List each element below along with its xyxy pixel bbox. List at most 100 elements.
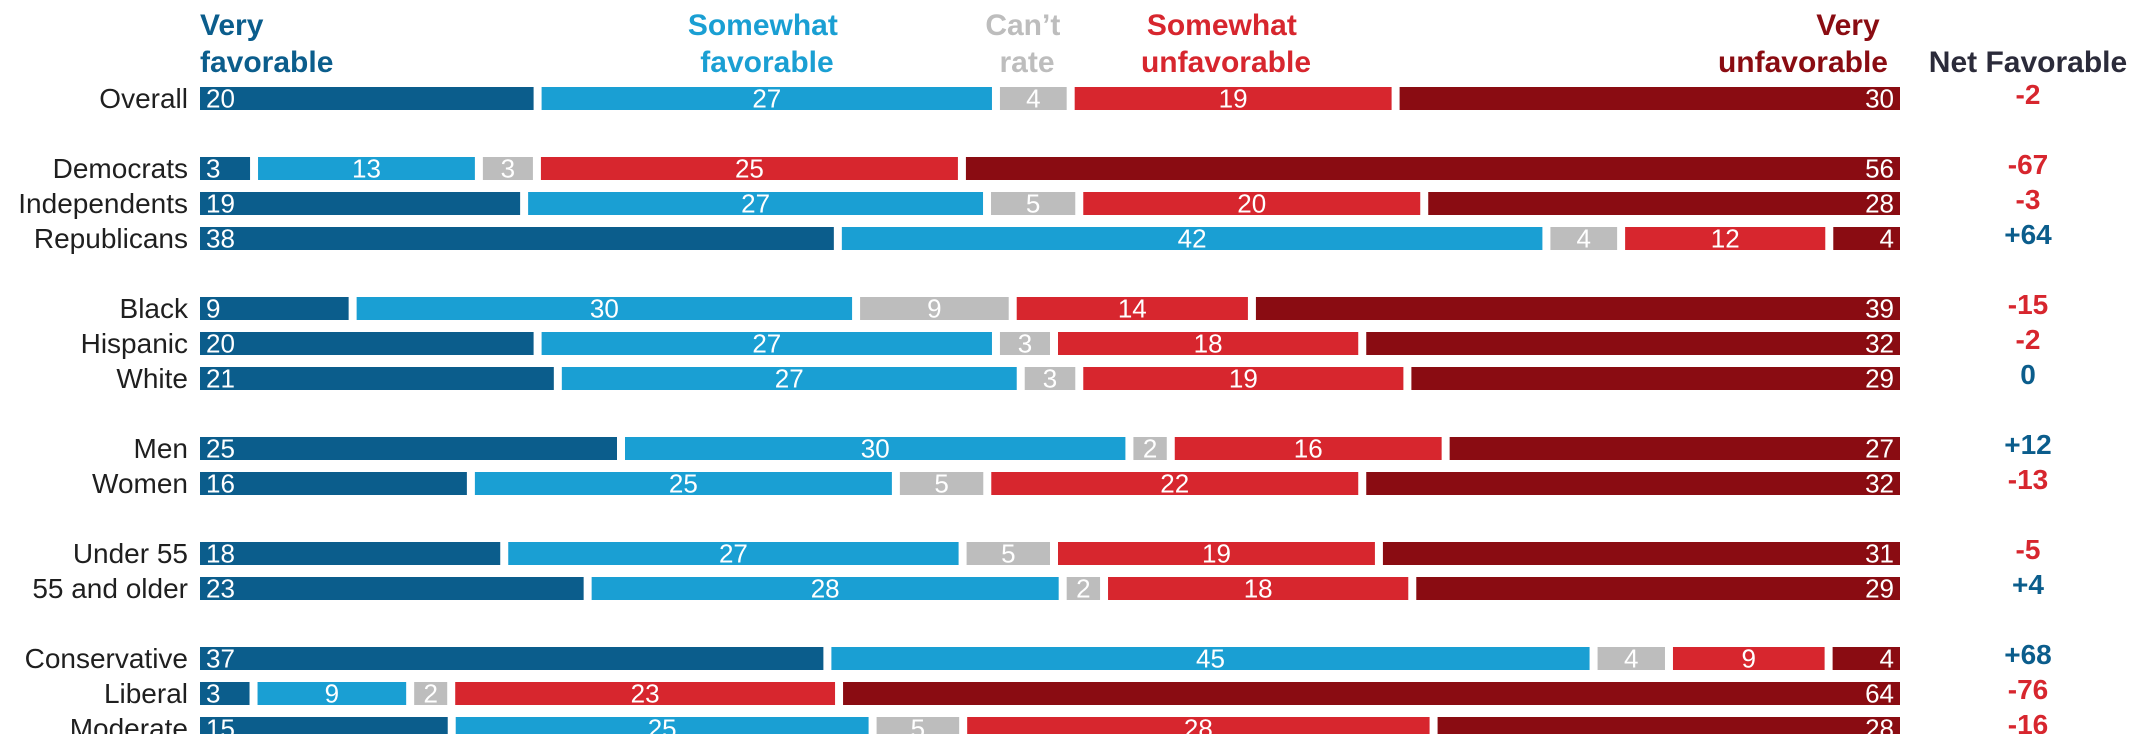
data-label-very-unfavorable: 32	[1865, 469, 1894, 499]
bar-segment-somewhat-favorable	[257, 682, 407, 705]
data-label-somewhat-unfavorable: 12	[1711, 224, 1740, 254]
bar-segment-cant-rate	[991, 192, 1076, 215]
data-label-cant-rate: 3	[1018, 329, 1032, 359]
bar-segment-somewhat-unfavorable	[540, 157, 958, 180]
data-label-somewhat-favorable: 45	[1196, 644, 1225, 674]
bar-segment-very-unfavorable	[1399, 87, 1900, 110]
data-label-very-favorable: 9	[206, 294, 220, 324]
data-label-somewhat-unfavorable: 20	[1237, 189, 1266, 219]
row-label: Conservative	[25, 643, 188, 674]
data-label-cant-rate: 3	[501, 154, 515, 184]
row-label: Women	[92, 468, 188, 499]
data-label-somewhat-favorable: 25	[648, 714, 677, 734]
bar-segment-very-favorable	[200, 192, 521, 215]
header-somewhat-unfavorable-line2: unfavorable	[1141, 46, 1311, 79]
data-label-somewhat-favorable: 42	[1178, 224, 1207, 254]
row-label: 55 and older	[32, 573, 188, 604]
header-very-unfavorable: Very unfavorable	[1718, 9, 1888, 79]
bar-row: Conservative 37 45 4 9 4 +68	[25, 639, 2052, 674]
net-favorable-value: -3	[2016, 184, 2041, 215]
net-favorable-value: -2	[2016, 324, 2041, 355]
bar-row: Men 25 30 2 16 27 +12	[134, 429, 2052, 464]
header-net-favorable: Net Favorable	[1929, 46, 2127, 79]
data-label-cant-rate: 5	[1001, 539, 1015, 569]
bar-segment-very-favorable	[200, 717, 448, 734]
net-favorable-value: 0	[2020, 359, 2036, 390]
bar-segment-somewhat-favorable	[561, 367, 1017, 390]
data-label-cant-rate: 5	[1026, 189, 1040, 219]
bar-segment-somewhat-unfavorable	[1083, 192, 1421, 215]
data-label-somewhat-favorable: 27	[741, 189, 770, 219]
net-favorable-value: +64	[2004, 219, 2052, 250]
bar-segment-cant-rate	[1597, 647, 1665, 670]
data-label-somewhat-favorable: 9	[325, 679, 339, 709]
data-label-very-unfavorable: 64	[1865, 679, 1894, 709]
bar-segment-very-favorable	[200, 157, 251, 180]
bar-segment-somewhat-favorable	[528, 192, 984, 215]
header-very-favorable-line1: Very	[200, 9, 264, 42]
bar-segment-somewhat-favorable	[474, 472, 892, 495]
data-label-very-favorable: 38	[206, 224, 235, 254]
data-label-cant-rate: 4	[1577, 224, 1591, 254]
bar-segment-somewhat-favorable	[258, 157, 475, 180]
data-label-somewhat-favorable: 27	[719, 539, 748, 569]
bar-segment-very-unfavorable	[1366, 472, 1900, 495]
bar-segment-very-favorable	[200, 647, 824, 670]
data-label-very-favorable: 18	[206, 539, 235, 569]
bar-segment-very-favorable	[200, 367, 554, 390]
data-label-cant-rate: 5	[934, 469, 948, 499]
bar-segment-somewhat-unfavorable	[1672, 647, 1825, 670]
data-label-very-unfavorable: 29	[1865, 574, 1894, 604]
bar-row: Women 16 25 5 22 32 -13	[92, 464, 2048, 499]
data-label-somewhat-unfavorable: 28	[1184, 714, 1213, 734]
data-label-cant-rate: 3	[1043, 364, 1057, 394]
header-somewhat-favorable: Somewhat favorable	[688, 9, 846, 79]
bar-row: Republicans 38 42 4 12 4 +64	[34, 219, 2052, 254]
bar-row: Hispanic 20 27 3 18 32 -2	[81, 324, 2041, 359]
row-label: Moderate	[70, 713, 188, 734]
data-label-somewhat-unfavorable: 19	[1202, 539, 1231, 569]
column-headers: Very favorable Somewhat favorable Can’t …	[200, 9, 2127, 79]
data-label-somewhat-unfavorable: 16	[1294, 434, 1323, 464]
row-label: Overall	[99, 83, 188, 114]
data-label-very-unfavorable: 4	[1880, 224, 1894, 254]
data-label-very-favorable: 20	[206, 84, 235, 114]
bar-segment-cant-rate	[1133, 437, 1167, 460]
data-label-very-favorable: 15	[206, 714, 235, 734]
header-cant-rate: Can’t rate	[985, 9, 1068, 79]
bar-segment-somewhat-favorable	[541, 332, 992, 355]
data-label-cant-rate: 2	[1143, 434, 1157, 464]
row-label: Under 55	[73, 538, 188, 569]
bar-row: Independents 19 27 5 20 28 -3	[18, 184, 2040, 219]
header-very-favorable-line2: favorable	[200, 46, 333, 79]
data-label-very-favorable: 37	[206, 644, 235, 674]
net-favorable-value: -5	[2016, 534, 2041, 565]
bar-segment-very-favorable	[200, 332, 534, 355]
data-label-somewhat-favorable: 25	[669, 469, 698, 499]
data-label-somewhat-favorable: 27	[752, 329, 781, 359]
data-label-very-unfavorable: 4	[1880, 644, 1894, 674]
bar-segment-cant-rate	[1066, 577, 1101, 600]
bar-segment-very-unfavorable	[1366, 332, 1900, 355]
data-label-very-favorable: 21	[206, 364, 235, 394]
data-label-very-favorable: 3	[206, 679, 220, 709]
net-favorable-value: -16	[2008, 709, 2048, 734]
bar-segment-somewhat-unfavorable	[991, 472, 1359, 495]
bar-segment-very-unfavorable	[1416, 577, 1900, 600]
net-favorable-value: +4	[2012, 569, 2044, 600]
bar-row: Overall 20 27 4 19 30 -2	[99, 79, 2040, 114]
net-favorable-value: +68	[2004, 639, 2052, 670]
data-label-somewhat-unfavorable: 19	[1219, 84, 1248, 114]
data-label-very-unfavorable: 31	[1865, 539, 1894, 569]
bar-segment-somewhat-favorable	[455, 717, 869, 734]
bar-segment-somewhat-unfavorable	[1058, 332, 1359, 355]
bar-segment-somewhat-favorable	[541, 87, 992, 110]
data-label-very-favorable: 25	[206, 434, 235, 464]
bar-segment-somewhat-unfavorable	[1083, 367, 1404, 390]
bar-segment-very-unfavorable	[1382, 542, 1900, 565]
row-label: Hispanic	[81, 328, 188, 359]
bar-segment-somewhat-favorable	[356, 297, 853, 320]
data-label-very-favorable: 20	[206, 329, 235, 359]
bar-segment-cant-rate	[414, 682, 448, 705]
bar-segment-very-unfavorable	[843, 682, 1900, 705]
